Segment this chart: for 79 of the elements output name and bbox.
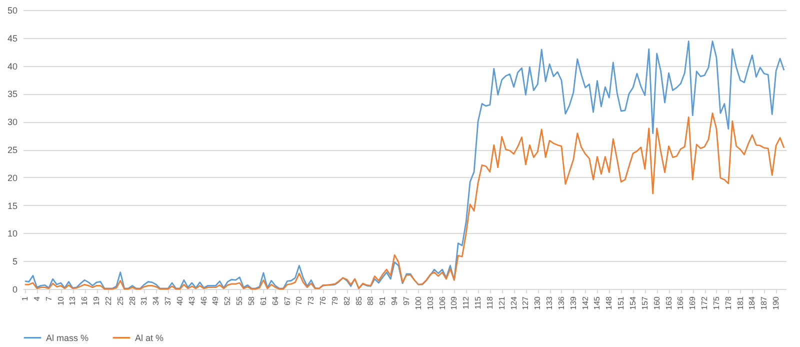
x-tick-label: 124	[509, 296, 518, 310]
x-tick-label: 115	[474, 296, 483, 310]
x-tick-label: 88	[366, 296, 376, 306]
x-tick-label: 70	[294, 296, 304, 306]
legend-label: Al at %	[135, 332, 164, 343]
x-tick-label: 37	[164, 296, 173, 306]
x-tick-label: 22	[104, 296, 113, 306]
x-tick-label: 151	[616, 296, 626, 310]
x-tick-label: 97	[402, 296, 411, 306]
x-tick-label: 58	[247, 296, 256, 306]
x-tick-label: 49	[211, 296, 220, 306]
x-tick-label: 166	[676, 296, 686, 310]
x-tick-label: 163	[664, 296, 674, 310]
y-tick-label: 25	[7, 145, 18, 155]
x-tick-label: 73	[306, 296, 316, 306]
x-tick-label: 4	[32, 296, 42, 301]
y-tick-label: 20	[7, 172, 18, 183]
x-tick-label: 64	[270, 296, 280, 306]
x-tick-label: 145	[592, 296, 602, 310]
x-tick-label: 172	[700, 296, 710, 310]
x-tick-label: 52	[223, 296, 232, 306]
x-tick-label: 79	[330, 296, 340, 306]
x-tick-label: 175	[712, 296, 721, 310]
x-tick-label: 67	[282, 296, 292, 306]
line-series	[24, 40, 785, 290]
x-tick-label: 142	[580, 296, 590, 310]
x-tick-label: 61	[258, 296, 268, 306]
x-tick-label: 184	[748, 296, 757, 310]
x-tick-label: 133	[545, 296, 554, 310]
x-tick-label: 19	[92, 296, 102, 306]
x-tick-label: 28	[128, 296, 137, 306]
x-tick-label: 82	[342, 296, 352, 306]
x-tick-label: 13	[68, 296, 78, 306]
x-tick-label: 139	[568, 296, 578, 310]
x-tick-label: 187	[760, 296, 769, 310]
y-tick-label: 45	[7, 33, 18, 44]
x-tick-label: 76	[318, 296, 328, 306]
x-tick-label: 190	[772, 296, 781, 310]
x-tick-label: 130	[533, 296, 542, 310]
x-tick-label: 112	[462, 296, 471, 310]
x-tick-label: 160	[652, 296, 662, 310]
x-tick-label: 106	[438, 296, 447, 310]
x-tick-label: 40	[175, 296, 184, 306]
x-tick-label: 103	[426, 296, 435, 310]
x-tick-label: 127	[521, 296, 530, 310]
y-tick-label: 10	[7, 228, 18, 239]
x-tick-label: 43	[187, 296, 196, 306]
x-tick-label: 10	[56, 296, 66, 306]
x-tick-label: 157	[640, 296, 650, 310]
x-tick-label: 46	[199, 296, 208, 306]
x-tick-label: 25	[116, 296, 125, 306]
x-tick-label: 1	[20, 296, 30, 301]
x-tick-label: 100	[414, 296, 423, 310]
y-tick-label: 15	[7, 200, 18, 211]
x-tick-label: 121	[497, 296, 506, 310]
y-tick-label: 40	[7, 61, 18, 72]
legend-label: Al mass %	[46, 332, 89, 343]
y-tick-label: 50	[7, 6, 18, 16]
x-tick-label: 178	[724, 296, 733, 310]
x-tick-label: 169	[688, 296, 698, 310]
x-tick-label: 109	[450, 296, 459, 310]
x-tick-label: 34	[152, 296, 161, 306]
x-tick-label: 7	[44, 296, 54, 301]
y-tick-label: 30	[7, 117, 18, 128]
y-tick-label: 5	[12, 256, 18, 267]
x-tick-label: 31	[140, 296, 149, 306]
x-tick-label: 94	[390, 296, 400, 306]
x-tick-label: 154	[628, 296, 638, 310]
line-series	[24, 112, 785, 290]
x-tick-label: 85	[354, 296, 364, 306]
y-tick-label: 35	[7, 89, 18, 100]
x-tick-label: 136	[556, 296, 566, 310]
x-tick-label: 16	[80, 296, 90, 306]
x-tick-label: 118	[485, 296, 494, 310]
x-tick-label: 55	[235, 296, 244, 306]
x-tick-label: 148	[604, 296, 614, 310]
x-tick-label: 181	[736, 296, 745, 310]
y-tick-label: 0	[12, 284, 18, 294]
x-tick-label: 91	[378, 296, 388, 306]
